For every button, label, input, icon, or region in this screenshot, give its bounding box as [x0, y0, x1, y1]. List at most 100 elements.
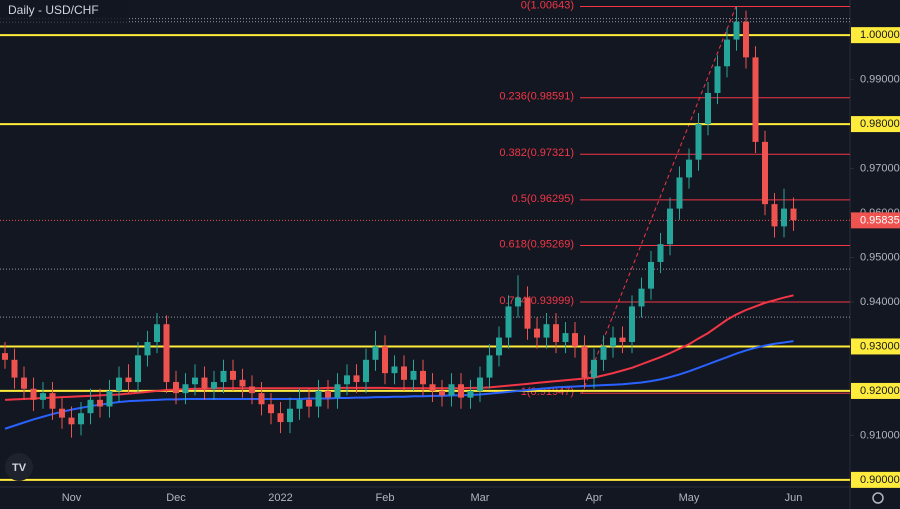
last-price-label: 0.95835 — [860, 214, 900, 226]
y-tick-label: 0.92000 — [860, 385, 900, 397]
candle-body — [648, 261, 654, 289]
candle-body — [239, 379, 246, 387]
candle-body — [534, 328, 540, 338]
candle-body — [610, 337, 616, 347]
svg-text:TV: TV — [12, 462, 27, 474]
candle-body — [458, 384, 464, 398]
candle-body — [429, 384, 436, 391]
fib-label: 0(1.00643) — [521, 0, 574, 11]
x-tick-label: Feb — [376, 492, 395, 504]
candle-body — [220, 370, 227, 383]
candle-body — [2, 353, 8, 360]
candle-body — [401, 366, 407, 380]
level-label-bg — [851, 27, 900, 44]
fib-label: 0.382(0.97321) — [499, 147, 574, 159]
candle-body — [515, 297, 521, 307]
candle-body — [306, 399, 312, 407]
candle-body — [467, 390, 474, 398]
candle-body — [486, 355, 493, 378]
y-tick-label: 0.90000 — [860, 474, 900, 486]
candle-body — [49, 393, 56, 409]
candle-body — [477, 377, 483, 391]
candle-body — [21, 377, 27, 389]
candle-body — [781, 208, 787, 227]
candle-body — [676, 177, 683, 209]
candle-body — [619, 337, 626, 343]
candle-body — [733, 21, 740, 40]
candle-body — [743, 21, 749, 58]
x-tick-label: May — [679, 492, 700, 504]
candle-body — [391, 366, 398, 374]
candle-body — [724, 39, 730, 67]
candle-body — [211, 382, 217, 389]
candle-body — [173, 382, 179, 394]
plot: 0(1.00643) 0.236(0.98591) 0.382(0.97321) 0.… — [0, 0, 850, 481]
candle-body — [562, 333, 569, 343]
candle-body — [30, 388, 37, 400]
candle-body — [258, 393, 265, 405]
candle-body — [163, 324, 170, 383]
level-label-bg — [851, 338, 900, 355]
candle-body — [325, 390, 331, 398]
settings-icon[interactable] — [872, 492, 884, 504]
candle-body — [448, 384, 455, 396]
candle-body — [572, 333, 578, 347]
candle-body — [97, 399, 103, 407]
candle-body — [315, 390, 322, 407]
level-label-bg — [851, 382, 900, 399]
candle-body — [68, 417, 75, 425]
candle-body — [87, 399, 94, 414]
level-label-bg — [851, 116, 900, 133]
candle-body — [505, 306, 512, 338]
candle-body — [135, 355, 141, 383]
candle-body — [296, 399, 303, 409]
candle-body — [439, 390, 445, 396]
candle-body — [201, 377, 208, 389]
candle-body — [771, 204, 778, 227]
y-tick-label: 0.98000 — [860, 118, 900, 130]
candle-body — [154, 324, 160, 343]
candle-body — [144, 342, 151, 356]
candle-body — [182, 384, 189, 394]
candle-body — [752, 57, 759, 142]
fib-label: 0.618(0.95269) — [499, 238, 574, 250]
candle-body — [78, 413, 84, 425]
moving-average — [4, 340, 794, 430]
candle-body — [230, 370, 236, 380]
candle-body — [40, 393, 46, 400]
candle-body — [287, 408, 293, 423]
logo: TV — [5, 453, 33, 481]
candle-body — [553, 324, 559, 343]
candle-body — [581, 346, 588, 378]
candle-body — [762, 141, 768, 205]
fib-label: 0.5(0.96295) — [512, 193, 574, 205]
y-tick-label: 0.93000 — [860, 340, 900, 352]
candle-body — [524, 297, 531, 329]
y-tick-label: 0.99000 — [860, 74, 900, 86]
candle-body — [496, 337, 502, 356]
candle-body — [353, 375, 360, 383]
candle-body — [657, 244, 664, 262]
candle-body — [543, 324, 550, 338]
y-tick-label: 1.00000 — [860, 29, 900, 41]
candle-body — [277, 413, 284, 423]
candle-body — [667, 208, 673, 245]
candle-body — [382, 346, 388, 374]
candle-body — [344, 375, 350, 385]
title-bg — [0, 0, 128, 22]
candle-body — [334, 384, 341, 398]
candle-body — [695, 124, 702, 160]
candle-body — [125, 377, 132, 383]
candle-body — [714, 66, 721, 93]
x-tick-label: Jun — [785, 492, 803, 504]
x-tick-label: Mar — [471, 492, 490, 504]
fib-label: 0.236(0.98591) — [499, 91, 574, 103]
candle-body — [268, 404, 274, 414]
fib-label: 0.764(0.93999) — [499, 295, 574, 307]
candle-body — [686, 159, 692, 178]
candle-body — [11, 359, 18, 378]
candle-body — [420, 370, 426, 385]
